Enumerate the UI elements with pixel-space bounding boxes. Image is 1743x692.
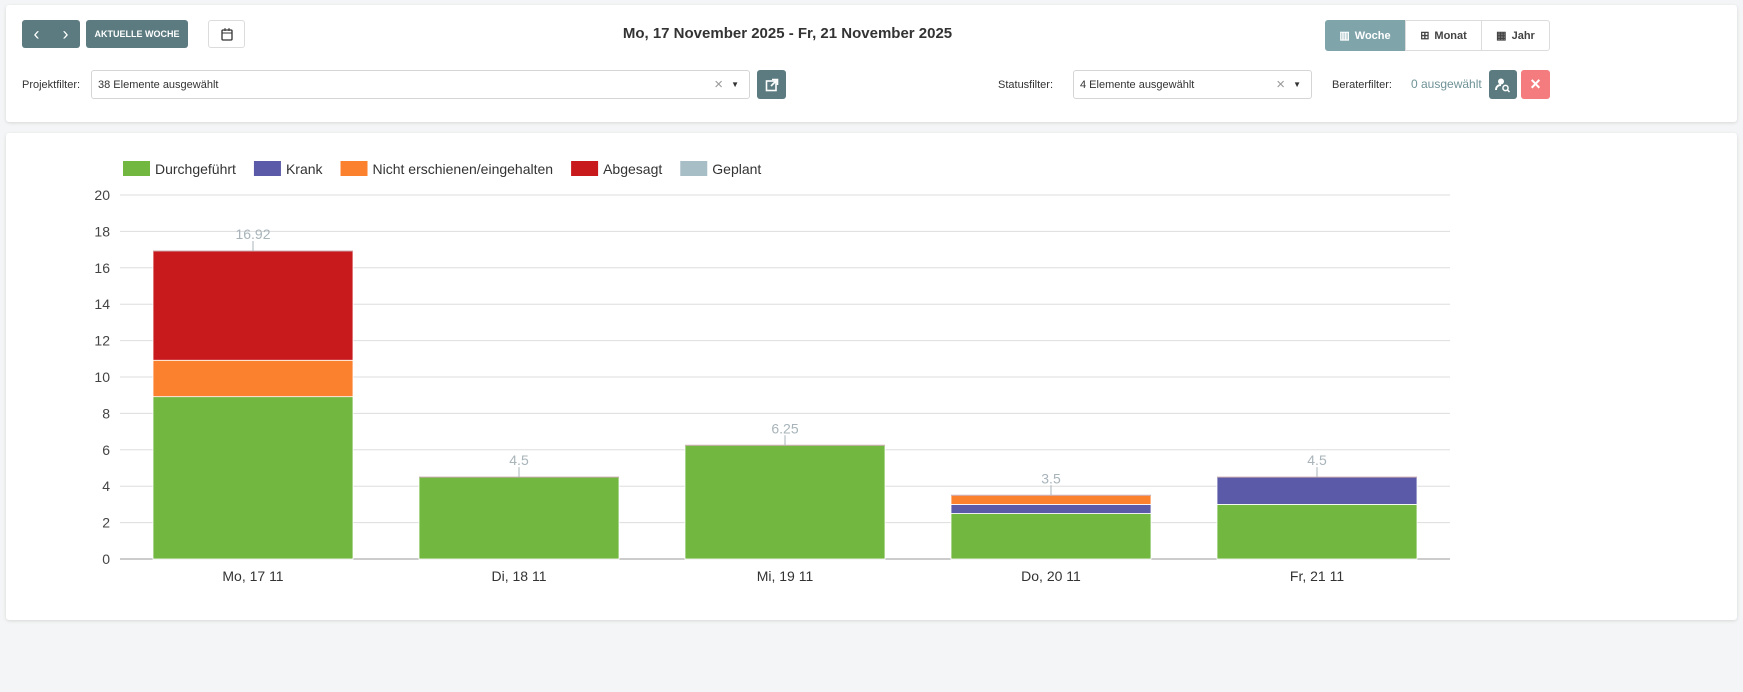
clear-icon[interactable]: ×: [1276, 76, 1285, 93]
total-label: 4.5: [509, 452, 529, 468]
chevron-down-icon: ▼: [1293, 80, 1301, 89]
calendar-icon: ▦: [1496, 30, 1507, 42]
total-label: 16.92: [235, 226, 270, 242]
y-tick-label: 6: [102, 442, 110, 458]
prev-week-button[interactable]: ‹: [22, 20, 51, 48]
legend-label: Geplant: [712, 161, 761, 177]
y-tick-label: 2: [102, 515, 110, 531]
view-month-tab[interactable]: ⊞ Monat: [1405, 20, 1482, 51]
x-tick-label: Fr, 21 11: [1290, 568, 1344, 584]
legend-label: Abgesagt: [603, 161, 662, 177]
status-filter-label: Statusfilter:: [998, 79, 1054, 91]
status-filter-select[interactable]: 4 Elemente ausgewählt × ▼: [1073, 70, 1312, 99]
x-tick-label: Mo, 17 11: [222, 568, 283, 584]
y-tick-label: 12: [94, 333, 110, 349]
y-tick-label: 4: [102, 478, 110, 494]
clear-icon[interactable]: ×: [714, 76, 723, 93]
bar-segment: [418, 476, 620, 560]
y-tick-label: 8: [102, 405, 110, 421]
legend-swatch: [571, 161, 599, 176]
user-search-icon: [1495, 78, 1511, 93]
total-label: 3.5: [1041, 470, 1061, 486]
legend-swatch: [123, 161, 150, 176]
y-tick-label: 16: [94, 260, 110, 276]
berater-filter-value[interactable]: 0 ausgewählt: [1411, 77, 1482, 91]
bar-segment: [1216, 476, 1418, 505]
legend-label: Nicht erschienen/eingehalten: [373, 161, 554, 177]
next-week-button[interactable]: ›: [51, 20, 80, 48]
toolbar-card: ‹ › AKTUELLE WOCHE Mo, 17 November 2025 …: [6, 5, 1737, 122]
open-external-button[interactable]: [757, 70, 786, 99]
y-tick-label: 14: [94, 296, 110, 312]
legend-swatch: [680, 161, 708, 176]
chart-card: 0 2 4 6 8 10 12 14 16 18 20 Durchgeführt Krank Nicht …: [6, 133, 1737, 620]
clear-berater-button[interactable]: ×: [1521, 70, 1550, 99]
x-tick-label: Mi, 19 11: [757, 568, 814, 584]
y-tick-label: 20: [94, 187, 110, 203]
current-week-button[interactable]: AKTUELLE WOCHE: [86, 20, 188, 48]
x-tick-label: Do, 20 11: [1021, 568, 1081, 584]
y-tick-label: 18: [94, 223, 110, 239]
bar-segment: [950, 494, 1152, 505]
total-label: 4.5: [1307, 452, 1327, 468]
grid-icon: ⊞: [1420, 30, 1430, 42]
calendar-picker-button[interactable]: [208, 20, 245, 48]
calendar-icon: [220, 28, 233, 41]
bar-segment: [1216, 503, 1418, 560]
bar-segment: [152, 359, 354, 398]
berater-filter-label: Beraterfilter:: [1332, 79, 1392, 91]
chevron-down-icon: ▼: [731, 80, 739, 89]
project-filter-label: Projektfilter:: [22, 79, 81, 91]
columns-icon: ▥: [1339, 30, 1350, 42]
legend-label: Durchgeführt: [155, 161, 236, 177]
bar-segment: [950, 513, 1152, 560]
legend-swatch: [253, 161, 281, 176]
bar-segment: [152, 396, 354, 560]
bar-segment: [684, 444, 886, 560]
legend-label: Krank: [286, 161, 324, 177]
view-week-tab[interactable]: ▥ Woche: [1325, 20, 1405, 51]
y-tick-label: 10: [94, 369, 110, 385]
bar-segment: [152, 250, 354, 361]
total-label: 6.25: [771, 420, 798, 436]
stacked-bar-chart: 0 2 4 6 8 10 12 14 16 18 20 Durchgeführt Krank Nicht …: [94, 161, 1450, 584]
x-tick-label: Di, 18 11: [492, 568, 547, 584]
view-year-tab[interactable]: ▦ Jahr: [1481, 20, 1550, 51]
external-link-icon: [765, 78, 778, 91]
date-range-title: Mo, 17 November 2025 - Fr, 21 November 2…: [622, 25, 953, 42]
y-tick-label: 0: [102, 551, 110, 567]
legend-swatch: [340, 161, 368, 176]
berater-search-button[interactable]: [1489, 70, 1517, 99]
bar-segment: [950, 503, 1152, 514]
project-filter-select[interactable]: 38 Elemente ausgewählt × ▼: [91, 70, 750, 99]
